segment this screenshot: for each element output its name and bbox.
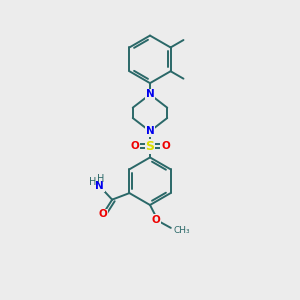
Text: N: N: [95, 181, 104, 191]
Text: N: N: [146, 89, 154, 99]
Text: H: H: [98, 174, 105, 184]
Text: O: O: [98, 209, 107, 220]
Text: CH₃: CH₃: [174, 226, 190, 235]
Text: S: S: [146, 140, 154, 153]
Text: N: N: [146, 126, 154, 136]
Text: O: O: [152, 215, 160, 225]
Text: H: H: [89, 177, 97, 187]
Text: O: O: [130, 141, 139, 151]
Text: O: O: [161, 141, 170, 151]
